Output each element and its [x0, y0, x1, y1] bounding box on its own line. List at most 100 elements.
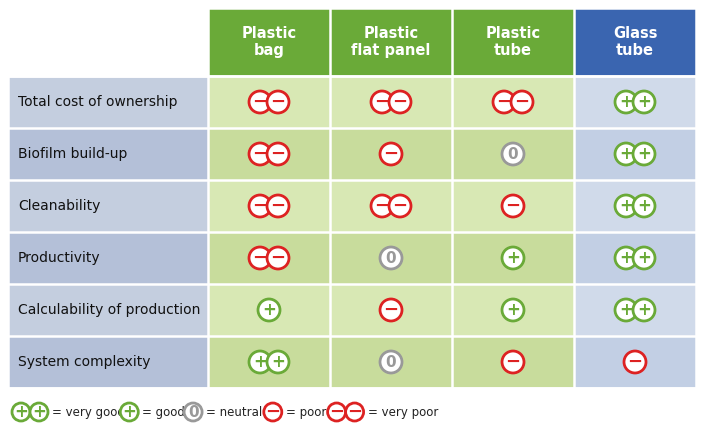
Text: +: +: [619, 93, 633, 111]
Text: −: −: [505, 197, 521, 215]
Circle shape: [267, 247, 289, 269]
Circle shape: [249, 143, 271, 165]
Bar: [574, 232, 696, 284]
Bar: [8, 180, 208, 232]
Bar: [208, 232, 330, 284]
Text: = poor: = poor: [286, 405, 326, 419]
Bar: [8, 232, 208, 284]
Bar: [8, 76, 208, 128]
Text: +: +: [271, 353, 285, 371]
Text: +: +: [637, 93, 651, 111]
Text: +: +: [32, 403, 46, 421]
Bar: [330, 180, 452, 232]
Circle shape: [249, 351, 271, 373]
Bar: [452, 76, 574, 128]
Text: Glass
tube: Glass tube: [613, 26, 657, 58]
Circle shape: [615, 143, 637, 165]
Text: −: −: [329, 403, 344, 421]
Circle shape: [12, 403, 30, 421]
Text: +: +: [637, 197, 651, 215]
Text: +: +: [637, 249, 651, 267]
Circle shape: [371, 91, 393, 113]
Circle shape: [267, 351, 289, 373]
Circle shape: [615, 299, 637, 321]
Bar: [452, 128, 574, 180]
Text: −: −: [374, 93, 390, 111]
Text: +: +: [619, 145, 633, 163]
Text: −: −: [253, 249, 268, 267]
Bar: [208, 336, 330, 388]
Bar: [330, 128, 452, 180]
Circle shape: [633, 247, 655, 269]
Circle shape: [633, 91, 655, 113]
Circle shape: [267, 143, 289, 165]
Text: −: −: [505, 353, 521, 371]
Text: −: −: [627, 353, 642, 371]
Text: −: −: [253, 93, 268, 111]
Circle shape: [624, 351, 646, 373]
Text: +: +: [506, 301, 520, 319]
Text: +: +: [253, 353, 267, 371]
Text: Biofilm build-up: Biofilm build-up: [18, 147, 127, 161]
Bar: [452, 336, 574, 388]
Circle shape: [615, 91, 637, 113]
Circle shape: [493, 91, 515, 113]
Text: −: −: [392, 93, 408, 111]
Text: Productivity: Productivity: [18, 251, 101, 265]
Bar: [574, 336, 696, 388]
Bar: [574, 128, 696, 180]
Text: = neutral: = neutral: [206, 405, 262, 419]
Circle shape: [502, 247, 524, 269]
Circle shape: [267, 91, 289, 113]
Text: −: −: [271, 197, 286, 215]
Text: = good: = good: [143, 405, 185, 419]
Text: −: −: [271, 93, 286, 111]
Text: Plastic
tube: Plastic tube: [485, 26, 541, 58]
Bar: [8, 128, 208, 180]
Bar: [574, 284, 696, 336]
Bar: [330, 76, 452, 128]
Text: −: −: [514, 93, 530, 111]
Text: +: +: [619, 249, 633, 267]
Bar: [330, 336, 452, 388]
Text: +: +: [619, 197, 633, 215]
Text: 0: 0: [386, 354, 396, 369]
Circle shape: [267, 195, 289, 217]
Circle shape: [264, 403, 282, 421]
Text: +: +: [122, 403, 136, 421]
Bar: [208, 128, 330, 180]
Text: = very good: = very good: [52, 405, 125, 419]
Circle shape: [633, 299, 655, 321]
Bar: [574, 76, 696, 128]
Text: −: −: [347, 403, 362, 421]
Bar: [208, 8, 330, 76]
Circle shape: [502, 143, 524, 165]
Text: +: +: [262, 301, 276, 319]
Circle shape: [258, 299, 280, 321]
Circle shape: [389, 195, 411, 217]
Text: = very poor: = very poor: [368, 405, 438, 419]
Text: 0: 0: [386, 250, 396, 266]
Circle shape: [30, 403, 48, 421]
Text: −: −: [271, 249, 286, 267]
Bar: [574, 8, 696, 76]
Circle shape: [502, 299, 524, 321]
Text: −: −: [496, 93, 512, 111]
Bar: [208, 76, 330, 128]
Circle shape: [249, 91, 271, 113]
Bar: [330, 232, 452, 284]
Circle shape: [328, 403, 346, 421]
Text: −: −: [265, 403, 280, 421]
Bar: [8, 336, 208, 388]
Text: −: −: [374, 197, 390, 215]
Circle shape: [249, 247, 271, 269]
Circle shape: [389, 91, 411, 113]
Circle shape: [380, 299, 402, 321]
Bar: [452, 180, 574, 232]
Bar: [574, 180, 696, 232]
Circle shape: [120, 403, 138, 421]
Text: Plastic
bag: Plastic bag: [241, 26, 297, 58]
Text: −: −: [253, 145, 268, 163]
Bar: [8, 284, 208, 336]
Bar: [330, 284, 452, 336]
